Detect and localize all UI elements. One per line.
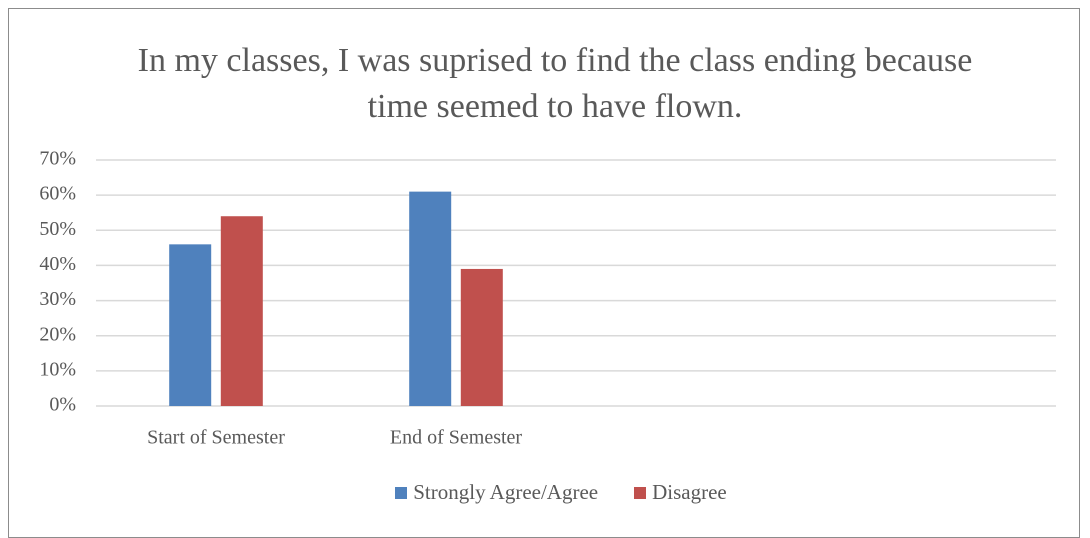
bar — [460, 268, 503, 406]
legend-swatch — [395, 486, 408, 499]
legend-label: Strongly Agree/Agree — [413, 480, 599, 504]
legend-item: Strongly Agree/Agree — [395, 480, 598, 505]
legend-item: Disagree — [634, 480, 727, 505]
bar — [409, 191, 452, 406]
page: {"chart_data": {"type": "bar", "title": … — [8, 8, 1082, 538]
legend: Strongly Agree/Agree Disagree — [40, 480, 1082, 505]
chart-title: In my classes, I was suprised to find th… — [137, 42, 973, 125]
y-tick-label: 20% — [39, 323, 76, 345]
chart: 0% 10% 20% 30% 40% 50% 60% 70% Start of Semester… — [39, 148, 1056, 449]
y-tick-label: 10% — [39, 358, 76, 380]
y-tick-label: 0% — [49, 394, 76, 416]
bar — [220, 216, 263, 406]
bar — [169, 244, 212, 406]
y-tick-label: 30% — [39, 288, 76, 310]
y-tick-label: 70% — [39, 148, 76, 170]
y-tick-label: 40% — [39, 253, 76, 275]
legend-label: Disagree — [652, 480, 727, 504]
x-tick-label: Start of Semester — [147, 427, 285, 449]
legend-swatch — [634, 486, 647, 499]
x-tick-label: End of Semester — [390, 427, 523, 449]
y-tick-label: 60% — [39, 183, 76, 205]
y-tick-label: 50% — [39, 218, 76, 240]
